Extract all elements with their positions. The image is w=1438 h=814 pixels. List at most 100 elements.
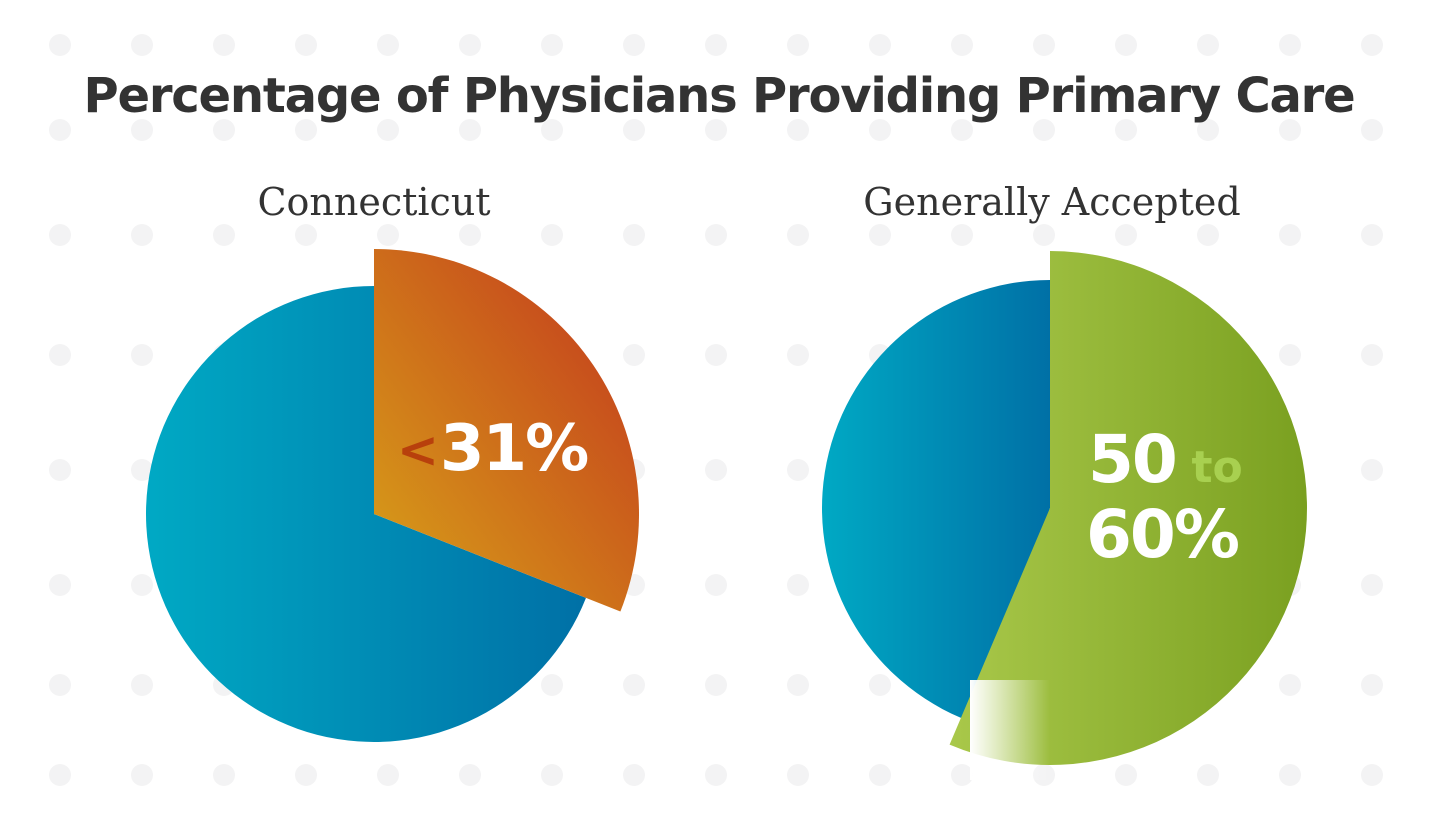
background-dot <box>1115 34 1137 56</box>
pie-chart-generally-accepted: 50 to 60% <box>821 251 1307 780</box>
background-dot <box>869 674 891 696</box>
slice-edge-fade <box>970 680 1050 780</box>
pie-slice-generally-accepted-primary-care <box>949 251 1307 765</box>
background-dot <box>131 764 153 786</box>
slice-label-value: 31% <box>440 412 588 486</box>
background-dot <box>1115 764 1137 786</box>
background-dot <box>1279 674 1301 696</box>
background-dot <box>787 119 809 141</box>
background-dot <box>1279 34 1301 56</box>
background-dot <box>869 119 891 141</box>
background-dot <box>1361 34 1383 56</box>
background-dot <box>1033 224 1055 246</box>
background-dot <box>541 34 563 56</box>
background-dot <box>459 764 481 786</box>
background-dot <box>459 119 481 141</box>
background-dot <box>1361 119 1383 141</box>
pie-slice-generally-accepted-other <box>821 280 1050 725</box>
background-dot <box>1279 344 1301 366</box>
pie-slice-connecticut-primary-care <box>374 249 639 612</box>
background-dot <box>295 119 317 141</box>
background-dot <box>705 224 727 246</box>
background-dot <box>49 119 71 141</box>
background-dot <box>951 764 973 786</box>
background-dot <box>623 344 645 366</box>
background-dot <box>1361 224 1383 246</box>
background-dot <box>1197 34 1219 56</box>
background-dot <box>295 224 317 246</box>
background-dot <box>1115 224 1137 246</box>
background-dot <box>1361 344 1383 366</box>
background-dot <box>131 34 153 56</box>
background-dot <box>869 764 891 786</box>
background-dot <box>951 34 973 56</box>
background-dot <box>705 34 727 56</box>
background-dot <box>1361 764 1383 786</box>
slice-label-line1-number: 50 <box>1088 421 1176 498</box>
background-dot <box>541 764 563 786</box>
background-dot <box>705 764 727 786</box>
background-dot <box>459 224 481 246</box>
background-dot <box>623 224 645 246</box>
background-dot <box>213 34 235 56</box>
background-dot <box>49 459 71 481</box>
slice-label-prefix: < <box>397 421 439 479</box>
slice-label-line2: 60% <box>1086 496 1239 573</box>
background-dot <box>459 34 481 56</box>
background-dot <box>131 119 153 141</box>
background-dot <box>49 344 71 366</box>
background-dot <box>213 119 235 141</box>
slice-label-line1: 50 to <box>1088 421 1243 498</box>
background-dot <box>869 224 891 246</box>
background-dot <box>541 674 563 696</box>
background-dot <box>131 674 153 696</box>
page-title: Percentage of Physicians Providing Prima… <box>83 68 1356 124</box>
background-dot <box>623 764 645 786</box>
chart-label-connecticut: Connecticut <box>257 180 491 224</box>
background-dot <box>213 764 235 786</box>
background-dot <box>1197 224 1219 246</box>
background-dot <box>705 119 727 141</box>
background-dot <box>1115 119 1137 141</box>
background-dot <box>377 224 399 246</box>
background-dot <box>49 34 71 56</box>
background-dot <box>1361 574 1383 596</box>
background-dot <box>1033 34 1055 56</box>
background-dot <box>49 674 71 696</box>
pie-slice-connecticut-other <box>145 286 586 743</box>
background-dot <box>787 224 809 246</box>
chart-label-generally-accepted: Generally Accepted <box>863 180 1241 224</box>
background-dot <box>623 119 645 141</box>
background-dot <box>623 674 645 696</box>
background-dot <box>131 224 153 246</box>
background-dot <box>623 34 645 56</box>
background-dot <box>131 459 153 481</box>
background-dot <box>787 574 809 596</box>
pie-chart-connecticut: < 31% <box>145 249 639 743</box>
background-dot <box>49 224 71 246</box>
background-dot <box>49 764 71 786</box>
background-dot <box>869 34 891 56</box>
background-dot <box>1361 674 1383 696</box>
background-dot <box>705 344 727 366</box>
background-dot <box>377 34 399 56</box>
background-dot <box>1279 224 1301 246</box>
background-dot <box>377 764 399 786</box>
background-dot <box>705 459 727 481</box>
background-dot <box>787 459 809 481</box>
background-dot <box>213 224 235 246</box>
background-dot <box>1197 119 1219 141</box>
background-dot <box>295 764 317 786</box>
background-dot <box>1033 119 1055 141</box>
background-dot <box>49 574 71 596</box>
background-dot <box>787 764 809 786</box>
background-dot <box>705 674 727 696</box>
background-dot <box>787 344 809 366</box>
background-dot <box>787 674 809 696</box>
background-dot <box>951 119 973 141</box>
background-dot <box>705 574 727 596</box>
background-dot <box>131 344 153 366</box>
background-dot <box>1197 764 1219 786</box>
background-dot <box>377 119 399 141</box>
slice-label-line1-word: to <box>1191 442 1242 493</box>
